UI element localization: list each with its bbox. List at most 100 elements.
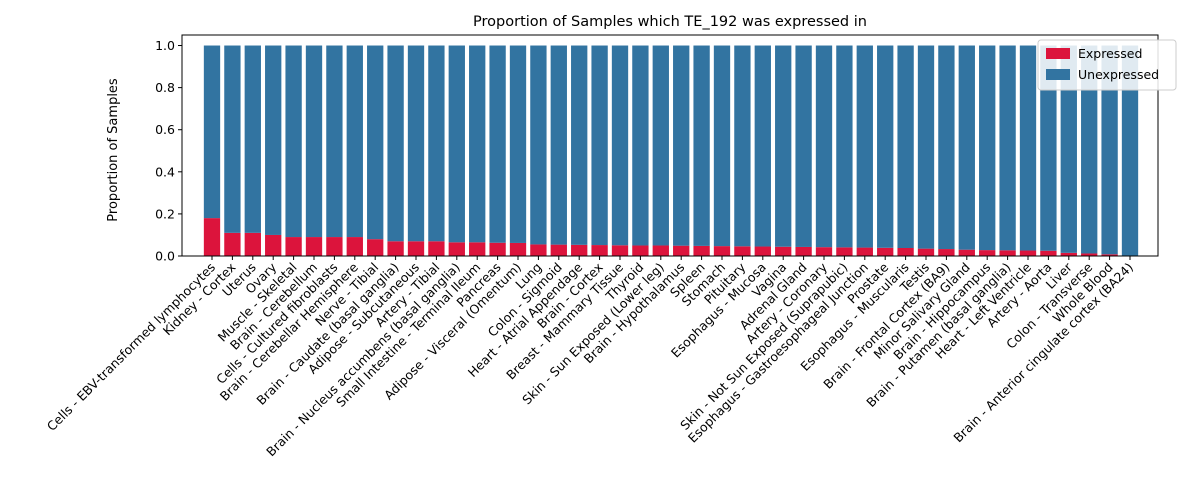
- bar-unexpressed-adipose-subcutaneous: [407, 45, 425, 242]
- bar-expressed-artery-tibial: [428, 241, 445, 256]
- bar-unexpressed-brain-caudate-basal-ganglia: [387, 45, 404, 242]
- legend: Expressed Unexpressed: [1037, 39, 1177, 91]
- bar-expressed-whole-blood: [1101, 254, 1118, 256]
- bar-expressed-colon-sigmoid: [550, 244, 567, 256]
- y-tick-label: 0.4: [155, 164, 175, 179]
- bar-unexpressed-heart-atrial-appendage: [571, 45, 588, 245]
- bar-expressed-esophagus-gastroesophageal-junction: [856, 247, 873, 256]
- bar-expressed-adrenal-gland: [795, 246, 812, 256]
- bar-unexpressed-brain-hippocampus: [979, 45, 996, 251]
- y-tick-label: 0.2: [155, 206, 175, 221]
- bar-unexpressed-vagina: [775, 45, 792, 247]
- bar-unexpressed-brain-putamen-basal-ganglia: [999, 45, 1016, 251]
- bar-unexpressed-esophagus-mucosa: [754, 45, 771, 247]
- bar-expressed-adipose-visceral-omentum: [509, 242, 527, 256]
- bar-expressed-artery-aorta: [1040, 250, 1057, 256]
- bar-unexpressed-whole-blood: [1101, 45, 1118, 255]
- bar-unexpressed-adrenal-gland: [795, 45, 812, 247]
- bar-unexpressed-nerve-tibial: [367, 45, 384, 240]
- bar-expressed-cells-ebv-transformed-lymphocytes: [203, 218, 221, 256]
- y-tick-label: 0.6: [155, 122, 175, 137]
- y-tick-label: 1.0: [155, 38, 175, 53]
- bar-unexpressed-lung: [530, 45, 547, 245]
- bar-unexpressed-minor-salivary-gland: [958, 45, 975, 250]
- bar-unexpressed-breast-mammary-tissue: [611, 45, 629, 246]
- bar-expressed-skin-not-sun-exposed-suprapubic: [836, 247, 853, 256]
- bar-expressed-skin-sun-exposed-lower-leg: [652, 245, 669, 256]
- bar-unexpressed-prostate: [877, 45, 894, 248]
- bar-unexpressed-brain-nucleus-accumbens-basal-ganglia: [448, 45, 465, 243]
- bar-unexpressed-liver: [1060, 45, 1077, 253]
- bar-unexpressed-colon-transverse: [1081, 45, 1098, 254]
- bar-expressed-esophagus-mucosa: [754, 246, 771, 256]
- chart-title: Proportion of Samples which TE_192 was e…: [473, 14, 867, 30]
- bar-expressed-brain-cerebellum: [305, 237, 323, 256]
- bars-group: [203, 45, 1139, 257]
- bar-expressed-esophagus-muscularis: [897, 248, 914, 256]
- bar-unexpressed-muscle-skeletal: [285, 45, 302, 238]
- bar-unexpressed-uterus: [244, 45, 261, 233]
- bar-expressed-cells-cultured-fibroblasts: [326, 237, 343, 256]
- bar-expressed-heart-left-ventricle: [1019, 250, 1037, 256]
- bar-unexpressed-artery-coronary: [815, 45, 833, 248]
- bar-unexpressed-brain-cerebellum: [305, 45, 323, 238]
- bar-expressed-small-intestine-terminal-ileum: [469, 242, 486, 256]
- bar-expressed-minor-salivary-gland: [958, 249, 975, 256]
- bar-unexpressed-adipose-visceral-omentum: [509, 45, 527, 243]
- bar-expressed-prostate: [877, 247, 894, 256]
- bar-expressed-uterus: [244, 232, 261, 256]
- bar-unexpressed-brain-frontal-cortex-ba9: [938, 45, 955, 250]
- legend-frame: [1037, 39, 1177, 91]
- bar-expressed-heart-atrial-appendage: [571, 244, 588, 256]
- bar-unexpressed-heart-left-ventricle: [1019, 45, 1037, 251]
- bar-expressed-brain-cortex: [591, 245, 608, 256]
- plot-frame: [181, 34, 1159, 257]
- bar-unexpressed-kidney-cortex: [224, 45, 241, 233]
- bar-unexpressed-brain-anterior-cingulate-cortex-ba24: [1121, 45, 1139, 257]
- y-tick-label: 0.0: [155, 249, 175, 264]
- bar-unexpressed-ovary: [265, 45, 282, 235]
- bar-expressed-ovary: [265, 234, 282, 256]
- bar-expressed-lung: [530, 244, 547, 256]
- bar-expressed-brain-frontal-cortex-ba9: [938, 249, 955, 256]
- legend-swatch-expressed: [1046, 48, 1070, 59]
- bar-unexpressed-brain-cerebellar-hemisphere: [346, 45, 363, 238]
- bar-unexpressed-cells-cultured-fibroblasts: [326, 45, 343, 238]
- bar-expressed-vagina: [775, 246, 792, 256]
- bar-expressed-kidney-cortex: [224, 232, 241, 256]
- x-axis: Cells - EBV-transformed lymphocytesKidne…: [44, 256, 1136, 459]
- bar-unexpressed-small-intestine-terminal-ileum: [469, 45, 486, 243]
- bar-unexpressed-stomach: [713, 45, 731, 247]
- bar-expressed-brain-cerebellar-hemisphere: [346, 237, 363, 256]
- bar-unexpressed-skin-not-sun-exposed-suprapubic: [836, 45, 853, 248]
- bar-expressed-testis: [917, 248, 935, 256]
- legend-swatch-unexpressed: [1046, 69, 1070, 80]
- bar-unexpressed-testis: [917, 45, 935, 249]
- bar-expressed-adipose-subcutaneous: [407, 241, 425, 256]
- bar-unexpressed-esophagus-muscularis: [897, 45, 914, 249]
- bar-unexpressed-esophagus-gastroesophageal-junction: [856, 45, 873, 248]
- bar-expressed-nerve-tibial: [367, 239, 384, 256]
- bar-unexpressed-thyroid: [632, 45, 649, 246]
- bar-expressed-brain-hippocampus: [979, 250, 996, 256]
- bar-unexpressed-cells-ebv-transformed-lymphocytes: [203, 45, 221, 219]
- bar-unexpressed-skin-sun-exposed-lower-leg: [652, 45, 669, 246]
- y-axis: 0.0 0.2 0.4 0.6 0.8 1.0: [155, 38, 182, 264]
- x-tick-label: Cells - EBV-transformed lymphocytes: [44, 260, 218, 434]
- bar-expressed-brain-caudate-basal-ganglia: [387, 241, 404, 256]
- y-axis-label: Proportion of Samples: [106, 78, 121, 222]
- bar-expressed-pituitary: [734, 246, 751, 256]
- bar-expressed-spleen: [693, 245, 710, 256]
- bar-expressed-muscle-skeletal: [285, 237, 302, 256]
- bar-expressed-colon-transverse: [1081, 253, 1098, 256]
- legend-label-expressed: Expressed: [1078, 46, 1142, 61]
- bar-unexpressed-brain-hypothalamus: [673, 45, 690, 246]
- bar-expressed-thyroid: [632, 245, 649, 256]
- legend-label-unexpressed: Unexpressed: [1078, 67, 1159, 82]
- y-tick-label: 0.8: [155, 80, 175, 95]
- bar-unexpressed-artery-aorta: [1040, 45, 1057, 251]
- bar-unexpressed-spleen: [693, 45, 710, 246]
- bar-unexpressed-artery-tibial: [428, 45, 445, 242]
- bar-expressed-liver: [1060, 252, 1077, 256]
